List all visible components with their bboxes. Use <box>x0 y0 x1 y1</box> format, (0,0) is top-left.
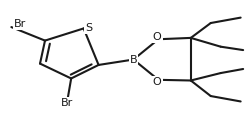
Text: Br: Br <box>61 98 74 108</box>
Text: Br: Br <box>14 19 26 29</box>
Text: O: O <box>153 77 162 87</box>
Text: S: S <box>85 23 93 33</box>
Text: B: B <box>130 55 137 65</box>
Text: O: O <box>153 32 162 42</box>
